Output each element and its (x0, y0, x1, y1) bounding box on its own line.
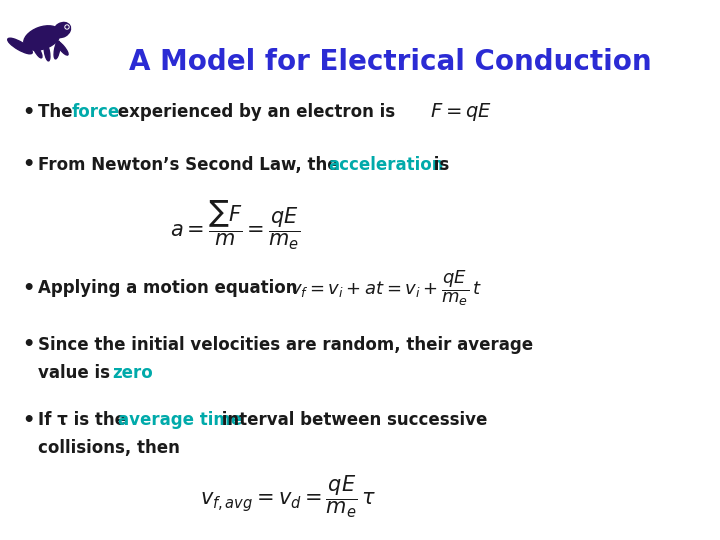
Text: •: • (22, 156, 35, 174)
Ellipse shape (8, 38, 32, 54)
Ellipse shape (24, 26, 60, 50)
Text: If τ is the: If τ is the (38, 411, 132, 429)
Text: zero: zero (112, 364, 153, 382)
Text: Since the initial velocities are random, their average: Since the initial velocities are random,… (38, 336, 533, 354)
Text: $v_{f,avg} = v_d = \dfrac{qE}{m_e}\,\tau$: $v_{f,avg} = v_d = \dfrac{qE}{m_e}\,\tau… (200, 474, 377, 520)
Text: •: • (22, 410, 35, 429)
Text: •: • (22, 103, 35, 122)
Text: From Newton’s Second Law, the: From Newton’s Second Law, the (38, 156, 344, 174)
Text: value is: value is (38, 364, 116, 382)
Text: average time: average time (118, 411, 242, 429)
Ellipse shape (54, 41, 60, 59)
Text: acceleration: acceleration (328, 156, 444, 174)
Text: is: is (428, 156, 449, 174)
Text: $a = \dfrac{\sum F}{m} = \dfrac{qE}{m_e}$: $a = \dfrac{\sum F}{m} = \dfrac{qE}{m_e}… (170, 198, 300, 252)
Text: A Model for Electrical Conduction: A Model for Electrical Conduction (129, 48, 652, 76)
Text: $v_f = v_i + at = v_i + \dfrac{qE}{m_e}\,t$: $v_f = v_i + at = v_i + \dfrac{qE}{m_e}\… (290, 268, 482, 308)
Ellipse shape (56, 41, 68, 55)
Ellipse shape (53, 23, 71, 38)
Text: •: • (22, 335, 35, 354)
Circle shape (66, 26, 68, 28)
Circle shape (65, 25, 69, 29)
Text: experienced by an electron is: experienced by an electron is (112, 103, 395, 121)
Text: Applying a motion equation: Applying a motion equation (38, 279, 297, 297)
Text: $F = qE$: $F = qE$ (430, 101, 492, 123)
Text: The: The (38, 103, 78, 121)
Text: interval between successive: interval between successive (216, 411, 487, 429)
Ellipse shape (44, 43, 50, 61)
Ellipse shape (32, 42, 42, 58)
Text: collisions, then: collisions, then (38, 439, 180, 457)
Text: •: • (22, 279, 35, 298)
Text: force: force (72, 103, 120, 121)
